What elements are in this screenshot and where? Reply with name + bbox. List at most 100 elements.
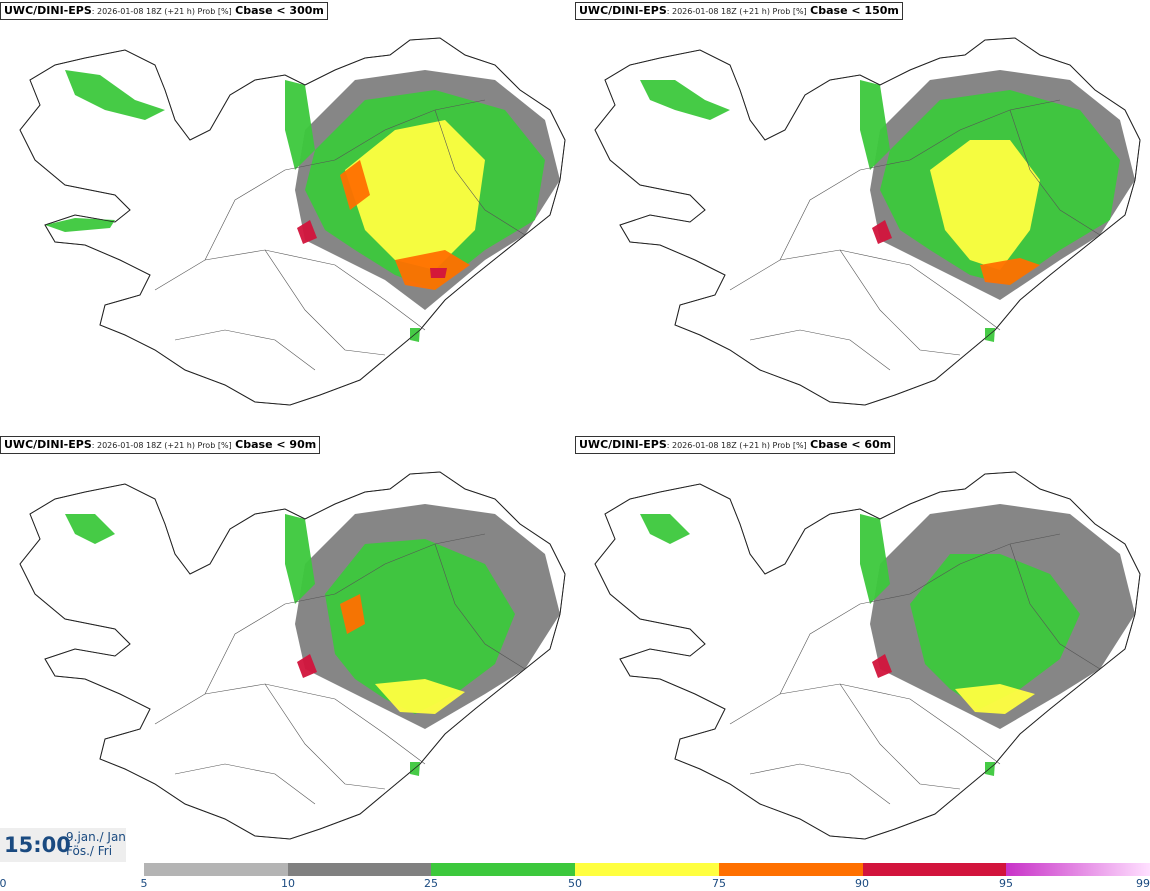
map-panel-90m: UWC/DINI-EPS: 2026-01-08 18Z (+21 h) Pro… bbox=[0, 434, 575, 870]
run-info: : 2026-01-08 18Z (+21 h) Prob [%] bbox=[666, 441, 807, 450]
date-line-1: 9.jan./ Jan bbox=[66, 830, 126, 844]
region-border bbox=[749, 763, 891, 805]
threshold-label: Cbase < 60m bbox=[810, 438, 892, 451]
region-border bbox=[264, 249, 386, 356]
colorbar-tick-label: 10 bbox=[281, 877, 295, 890]
probability-area bbox=[65, 514, 115, 544]
threshold-label: Cbase < 90m bbox=[235, 438, 317, 451]
probability-area bbox=[985, 328, 995, 342]
coastline-stroke bbox=[594, 37, 1141, 406]
panel-title: UWC/DINI-EPS: 2026-01-08 18Z (+21 h) Pro… bbox=[0, 436, 321, 454]
valid-time: 15:00 bbox=[4, 833, 71, 857]
region-border bbox=[839, 683, 961, 790]
region-border bbox=[1009, 543, 1101, 670]
colorbar-segment bbox=[287, 863, 432, 876]
panel-title: UWC/DINI-EPS: 2026-01-08 18Z (+21 h) Pro… bbox=[575, 2, 903, 20]
model-name: UWC/DINI-EPS bbox=[579, 4, 667, 17]
probability-area bbox=[345, 120, 485, 270]
coastline-stroke bbox=[19, 37, 566, 406]
threshold-label: Cbase < 150m bbox=[810, 4, 899, 17]
colorbar-segment bbox=[144, 863, 288, 876]
region-border bbox=[729, 683, 1001, 765]
date-line-2: Fös./ Fri bbox=[66, 844, 113, 858]
coastline-stroke bbox=[19, 471, 566, 840]
valid-date: 9.jan./ Jan Fös./ Fri bbox=[66, 830, 126, 858]
colorbar-segment bbox=[575, 863, 719, 876]
region-border bbox=[779, 593, 911, 695]
region-border bbox=[334, 533, 486, 595]
run-info: : 2026-01-08 18Z (+21 h) Prob [%] bbox=[91, 7, 232, 16]
probability-area bbox=[872, 654, 892, 678]
probability-area bbox=[640, 514, 690, 544]
probability-area bbox=[955, 684, 1035, 714]
probability-area bbox=[430, 268, 447, 278]
colorbar-tick-label: 5 bbox=[140, 877, 148, 890]
coastline-stroke bbox=[594, 471, 1141, 840]
probability-area bbox=[325, 539, 515, 714]
iceland-map bbox=[594, 471, 1141, 840]
probability-area bbox=[410, 762, 420, 776]
colorbar-segment bbox=[718, 863, 863, 876]
probability-area bbox=[340, 594, 365, 634]
probability-area bbox=[297, 220, 317, 244]
colorbar-tick-label: 99 bbox=[1136, 877, 1150, 890]
region-border bbox=[779, 159, 911, 261]
colorbar-tick-label: 25 bbox=[424, 877, 438, 890]
region-border bbox=[749, 329, 891, 371]
probability-area bbox=[872, 220, 892, 244]
probability-area bbox=[285, 80, 315, 170]
region-border bbox=[434, 543, 526, 670]
colorbar-segment bbox=[862, 863, 1007, 876]
probability-area bbox=[340, 160, 370, 210]
panel-title: UWC/DINI-EPS: 2026-01-08 18Z (+21 h) Pro… bbox=[0, 2, 328, 20]
region-border bbox=[204, 593, 336, 695]
region-border bbox=[154, 249, 426, 331]
iceland-map bbox=[594, 37, 1141, 406]
probability-area bbox=[910, 554, 1080, 709]
probability-area bbox=[640, 80, 730, 120]
threshold-label: Cbase < 300m bbox=[235, 4, 324, 17]
region-border bbox=[154, 683, 426, 765]
panel-title: UWC/DINI-EPS: 2026-01-08 18Z (+21 h) Pro… bbox=[575, 436, 896, 454]
model-name: UWC/DINI-EPS bbox=[4, 438, 92, 451]
region-border bbox=[334, 99, 486, 161]
region-border bbox=[729, 249, 1001, 331]
region-border bbox=[839, 249, 961, 356]
map-panel-60m: UWC/DINI-EPS: 2026-01-08 18Z (+21 h) Pro… bbox=[575, 434, 1150, 870]
probability-area bbox=[45, 218, 115, 232]
probability-area bbox=[285, 514, 315, 604]
colorbar-segment bbox=[431, 863, 576, 876]
probability-colorbar bbox=[144, 863, 1150, 876]
probability-area bbox=[375, 679, 465, 714]
run-info: : 2026-01-08 18Z (+21 h) Prob [%] bbox=[666, 7, 807, 16]
probability-area bbox=[860, 80, 890, 170]
colorbar-tick-label: 95 bbox=[999, 877, 1013, 890]
probability-area bbox=[410, 328, 420, 342]
probability-area bbox=[297, 654, 317, 678]
map-panel-300m: UWC/DINI-EPS: 2026-01-08 18Z (+21 h) Pro… bbox=[0, 0, 575, 436]
colorbar-tick-label: 0 bbox=[0, 877, 7, 890]
probability-area bbox=[860, 514, 890, 604]
iceland-map bbox=[19, 471, 566, 840]
model-name: UWC/DINI-EPS bbox=[4, 4, 92, 17]
model-name: UWC/DINI-EPS bbox=[579, 438, 667, 451]
colorbar-tick-label: 75 bbox=[712, 877, 726, 890]
iceland-map bbox=[19, 37, 566, 406]
run-info: : 2026-01-08 18Z (+21 h) Prob [%] bbox=[91, 441, 232, 450]
region-border bbox=[909, 99, 1061, 161]
region-border bbox=[174, 329, 316, 371]
region-border bbox=[909, 533, 1061, 595]
colorbar-tick-label: 50 bbox=[568, 877, 582, 890]
colorbar-segment bbox=[1006, 863, 1150, 876]
probability-area bbox=[65, 70, 165, 120]
region-border bbox=[1009, 109, 1101, 236]
probability-area bbox=[985, 762, 995, 776]
valid-time-box: 15:00 9.jan./ Jan Fös./ Fri bbox=[0, 828, 126, 862]
region-border bbox=[174, 763, 316, 805]
colorbar-tick-label: 90 bbox=[855, 877, 869, 890]
probability-area bbox=[980, 258, 1040, 285]
region-border bbox=[204, 159, 336, 261]
region-border bbox=[264, 683, 386, 790]
map-panel-150m: UWC/DINI-EPS: 2026-01-08 18Z (+21 h) Pro… bbox=[575, 0, 1150, 436]
region-border bbox=[434, 109, 526, 236]
